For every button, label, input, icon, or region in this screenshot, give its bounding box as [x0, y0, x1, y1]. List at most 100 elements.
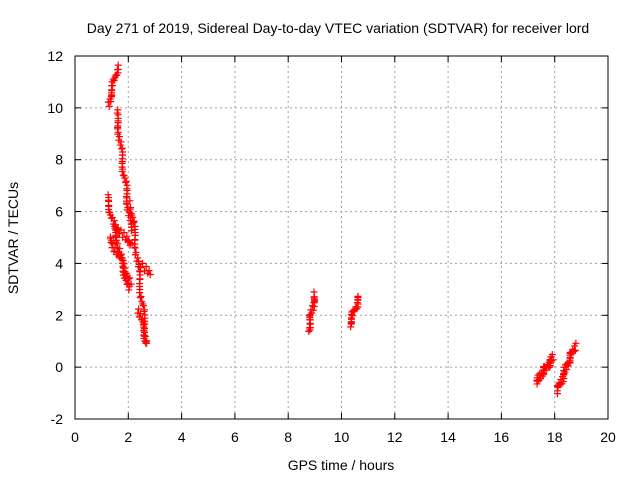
data-point [135, 257, 143, 265]
axis-ticks: 0 2 4 6 8 10 12 14 16 18 20 -2 0 2 4 6 8 10 12 [47, 48, 616, 445]
data-point [142, 338, 150, 346]
data-point [141, 311, 149, 319]
data-point [309, 306, 317, 314]
data-point [143, 339, 151, 347]
data-point [121, 264, 129, 272]
data-point [110, 217, 118, 225]
data-point [127, 280, 135, 288]
data-point [109, 240, 117, 248]
data-point [116, 245, 124, 253]
data-point [560, 369, 568, 377]
data-point [120, 229, 128, 237]
x-axis-label: GPS time / hours [288, 457, 395, 473]
x-tick-label: 14 [440, 429, 456, 445]
data-point [114, 111, 122, 119]
x-tick-label: 16 [494, 429, 510, 445]
y-axis-label: SDTVAR / TECUs [5, 182, 21, 294]
data-point [120, 260, 128, 268]
data-point [126, 204, 134, 212]
data-point [108, 86, 116, 94]
data-point [130, 217, 138, 225]
data-point [105, 202, 113, 210]
data-point [145, 267, 153, 275]
data-point [146, 271, 154, 279]
data-point [117, 138, 125, 146]
data-point [109, 82, 117, 90]
data-point [119, 165, 127, 173]
data-point [123, 232, 131, 240]
data-point [305, 327, 313, 335]
data-point [127, 227, 135, 235]
data-point [132, 248, 140, 256]
data-point [118, 159, 126, 167]
data-point [139, 300, 147, 308]
data-point [134, 254, 142, 262]
data-point [126, 274, 134, 282]
data-point [124, 275, 132, 283]
data-point [549, 356, 557, 364]
data-point [110, 77, 118, 85]
y-tick-label: 2 [55, 307, 63, 323]
data-point [571, 346, 579, 354]
data-point [114, 128, 122, 136]
data-point [131, 244, 139, 252]
data-point [137, 292, 145, 300]
data-point [139, 259, 147, 267]
data-point [354, 292, 362, 300]
data-point [137, 264, 145, 272]
data-point [131, 229, 139, 237]
x-tick-label: 12 [387, 429, 403, 445]
data-point [114, 248, 122, 256]
data-point [548, 350, 556, 358]
y-tick-label: 8 [55, 152, 63, 168]
y-tick-label: 4 [55, 255, 63, 271]
data-point [115, 133, 123, 141]
data-point [136, 294, 144, 302]
data-point [129, 219, 137, 227]
data-point [129, 213, 137, 221]
data-point [310, 288, 318, 296]
data-points [104, 61, 580, 398]
data-point [142, 262, 150, 270]
y-tick-label: -2 [51, 411, 64, 427]
y-tick-label: 10 [47, 100, 63, 116]
data-point [348, 312, 356, 320]
y-tick-label: 0 [55, 359, 63, 375]
data-point [534, 371, 542, 379]
data-point [119, 257, 127, 265]
data-point [122, 177, 130, 185]
data-point [115, 230, 123, 238]
data-point [127, 239, 135, 247]
y-tick-label: 6 [55, 204, 63, 220]
chart-title: Day 271 of 2019, Sidereal Day-to-day VTE… [87, 20, 589, 36]
x-tick-label: 4 [178, 429, 186, 445]
data-point [126, 197, 134, 205]
data-point [570, 348, 578, 356]
grid [75, 56, 608, 419]
data-point [123, 186, 131, 194]
data-point [135, 305, 143, 313]
data-point [111, 244, 119, 252]
x-tick-label: 10 [334, 429, 350, 445]
data-point [105, 102, 113, 110]
data-point [121, 174, 129, 182]
x-tick-label: 6 [231, 429, 239, 445]
data-point [310, 294, 318, 302]
data-point [113, 225, 121, 233]
data-point [139, 302, 147, 310]
data-point [131, 222, 139, 230]
data-point [127, 209, 135, 217]
data-point [136, 285, 144, 293]
data-point [125, 286, 133, 294]
x-tick-label: 0 [71, 429, 79, 445]
x-tick-label: 8 [284, 429, 292, 445]
y-tick-label: 12 [47, 48, 63, 64]
x-tick-label: 2 [124, 429, 132, 445]
data-point [136, 310, 144, 318]
data-point [348, 315, 356, 323]
data-point [136, 280, 144, 288]
data-point [547, 357, 555, 365]
data-point [119, 171, 127, 179]
x-tick-label: 18 [547, 429, 563, 445]
